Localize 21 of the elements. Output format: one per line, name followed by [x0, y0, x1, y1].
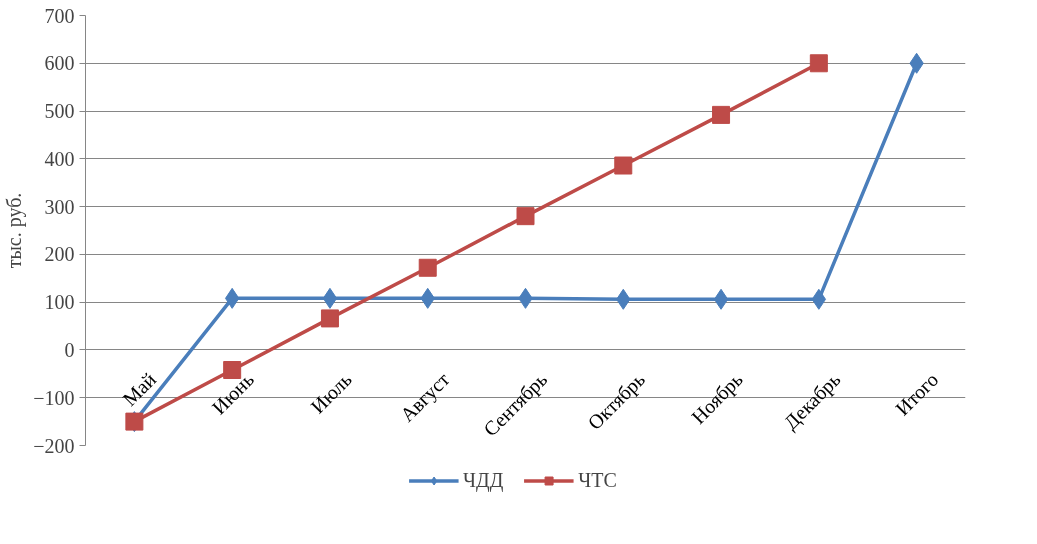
point — [516, 207, 535, 226]
point — [713, 288, 729, 310]
y-tick-label: −200 — [33, 434, 75, 457]
point — [418, 258, 437, 277]
y-tick-label: −100 — [33, 386, 75, 409]
legend-label: ЧДД — [463, 468, 504, 492]
point — [614, 156, 633, 175]
y-tick-label: 600 — [44, 52, 75, 75]
y-tick-label: 0 — [64, 338, 75, 361]
point — [712, 105, 731, 124]
point — [320, 309, 339, 328]
y-tick-label: 700 — [44, 4, 75, 27]
y-tick-label: 100 — [44, 291, 75, 314]
y-tick-label: 200 — [44, 243, 75, 266]
y-tick-label: 300 — [44, 195, 75, 218]
legend-label: ЧТС — [578, 468, 617, 492]
y-tick-label: 400 — [44, 147, 75, 170]
point — [809, 54, 828, 73]
y-axis-title: тыс. руб. — [3, 192, 27, 269]
point — [322, 287, 338, 309]
y-tick-label: 500 — [44, 100, 75, 123]
